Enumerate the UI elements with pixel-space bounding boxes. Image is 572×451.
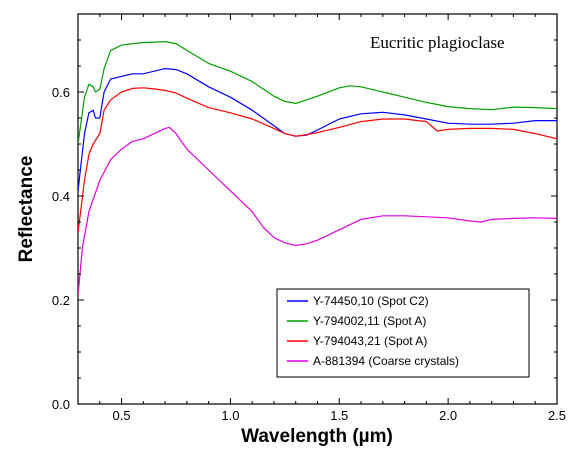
- series-line-2: [78, 41, 557, 145]
- series-line-4: [78, 126, 557, 295]
- x-tick-label: 2.0: [439, 408, 457, 423]
- series-line-3: [78, 87, 557, 233]
- legend-label: Y-74450,10 (Spot C2): [313, 294, 429, 308]
- y-axis-title: Reflectance: [16, 156, 37, 263]
- legend-box: [276, 288, 530, 378]
- x-tick-label: 2.5: [548, 408, 566, 423]
- legend-label: Y-794043,21 (Spot A): [313, 334, 427, 348]
- y-tick-label: 0.4: [52, 189, 70, 204]
- series-line-1: [78, 68, 557, 191]
- x-tick-label: 1.5: [330, 408, 348, 423]
- x-tick-label: 1.0: [221, 408, 239, 423]
- x-axis-title: Wavelength (µm): [241, 426, 393, 447]
- legend: Y-74450,10 (Spot C2) Y-794002,11 (Spot A)…: [276, 288, 530, 378]
- legend-label: A-881394 (Coarse crystals): [313, 354, 459, 368]
- axis-ticks: 0.5 1.0 1.5 2.0 2.5 0.0 0.2 0.4 0.6: [52, 13, 566, 423]
- series-lines: [78, 41, 557, 295]
- legend-label: Y-794002,11 (Spot A): [313, 314, 426, 328]
- chart-annotation: Eucritic plagioclase: [370, 33, 505, 52]
- y-tick-label: 0.0: [52, 397, 70, 412]
- x-tick-label: 0.5: [113, 408, 131, 423]
- y-tick-label: 0.2: [52, 293, 70, 308]
- y-tick-label: 0.6: [52, 85, 70, 100]
